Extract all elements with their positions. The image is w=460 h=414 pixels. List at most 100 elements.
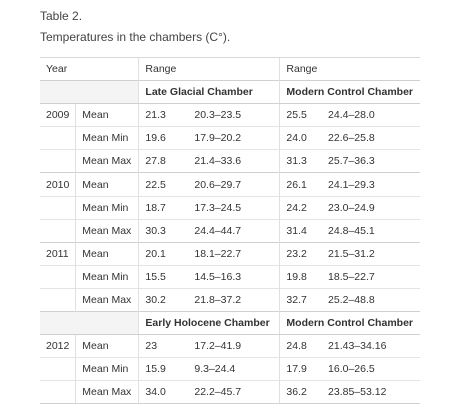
year-cell — [40, 380, 76, 405]
year-cell: 2009 — [40, 103, 76, 127]
stat-cell: Mean Min — [75, 357, 139, 381]
b-range-cell: 24.8–45.1 — [322, 218, 420, 243]
b-range-cell: 24.1–29.3 — [322, 172, 420, 197]
b-range-cell: 24.4–28.0 — [322, 103, 420, 127]
b-mean-cell: 26.1 — [279, 172, 323, 197]
table-row: 2012 Mean 23 17.2–41.9 24.8 21.43–34.16 — [40, 334, 420, 358]
header-row: Year Range Range — [40, 56, 420, 81]
b-range-cell: 23.0–24.9 — [322, 195, 420, 220]
b-mean-cell: 24.0 — [279, 126, 323, 150]
b-range-cell: 16.0–26.5 — [322, 357, 420, 381]
a-range-cell: 18.1–22.7 — [188, 241, 280, 266]
table-row: Mean Max 34.0 22.2–45.7 36.2 23.85–53.12 — [40, 380, 420, 405]
year-cell — [40, 357, 76, 381]
table-row: 2009 Mean 21.3 20.3–23.5 25.5 24.4–28.0 — [40, 103, 420, 127]
a-mean-cell: 30.3 — [138, 218, 189, 243]
a-range-cell: 17.9–20.2 — [188, 126, 280, 150]
year-cell: 2010 — [40, 172, 76, 197]
header-year: Year — [40, 56, 139, 81]
a-mean-cell: 19.6 — [138, 126, 189, 150]
a-mean-cell: 27.8 — [138, 149, 189, 173]
table-label: Table 2. — [40, 9, 83, 23]
temperature-table: Year Range Range Late Glacial Chamber Mo… — [40, 56, 420, 405]
table-row: Mean Max 30.2 21.8–37.2 32.7 25.2–48.8 — [40, 287, 420, 312]
b-mean-cell: 23.2 — [279, 241, 323, 266]
chamber-spacer — [40, 311, 139, 336]
year-cell — [40, 287, 76, 312]
stat-cell: Mean — [75, 103, 139, 127]
table-row: Mean Min 19.6 17.9–20.2 24.0 22.6–25.8 — [40, 126, 420, 150]
year-cell — [40, 195, 76, 220]
header-range-1: Range — [138, 56, 280, 81]
a-range-cell: 21.4–33.6 — [188, 149, 280, 173]
stat-cell: Mean — [75, 334, 139, 358]
a-mean-cell: 15.5 — [138, 264, 189, 289]
stat-cell: Mean Min — [75, 126, 139, 150]
a-mean-cell: 34.0 — [138, 380, 189, 405]
a-mean-cell: 21.3 — [138, 103, 189, 127]
b-mean-cell: 24.2 — [279, 195, 323, 220]
a-mean-cell: 22.5 — [138, 172, 189, 197]
table-row: 2011 Mean 20.1 18.1–22.7 23.2 21.5–31.2 — [40, 241, 420, 266]
stat-cell: Mean Max — [75, 287, 139, 312]
a-range-cell: 24.4–44.7 — [188, 218, 280, 243]
b-mean-cell: 31.4 — [279, 218, 323, 243]
a-range-cell: 22.2–45.7 — [188, 380, 280, 405]
year-cell — [40, 149, 76, 173]
b-range-cell: 18.5–22.7 — [322, 264, 420, 289]
a-range-cell: 17.2–41.9 — [188, 334, 280, 358]
a-mean-cell: 15.9 — [138, 357, 189, 381]
a-range-cell: 17.3–24.5 — [188, 195, 280, 220]
table-title: Temperatures in the chambers (C°). — [40, 30, 231, 44]
b-mean-cell: 32.7 — [279, 287, 323, 312]
chamber-early-holocene: Early Holocene Chamber — [138, 311, 280, 336]
chamber-modern-control-1: Modern Control Chamber — [279, 80, 420, 105]
chamber-spacer — [40, 80, 139, 105]
year-cell — [40, 218, 76, 243]
a-range-cell: 20.6–29.7 — [188, 172, 280, 197]
a-range-cell: 14.5–16.3 — [188, 264, 280, 289]
b-mean-cell: 25.5 — [279, 103, 323, 127]
a-mean-cell: 23 — [138, 334, 189, 358]
b-mean-cell: 19.8 — [279, 264, 323, 289]
b-range-cell: 25.7–36.3 — [322, 149, 420, 173]
table-row: Mean Min 15.5 14.5–16.3 19.8 18.5–22.7 — [40, 264, 420, 289]
b-mean-cell: 17.9 — [279, 357, 323, 381]
b-range-cell: 21.43–34.16 — [322, 334, 420, 358]
a-range-cell: 20.3–23.5 — [188, 103, 280, 127]
chamber-row-1: Late Glacial Chamber Modern Control Cham… — [40, 80, 420, 105]
table-row: Mean Max 27.8 21.4–33.6 31.3 25.7–36.3 — [40, 149, 420, 173]
stat-cell: Mean Min — [75, 195, 139, 220]
stat-cell: Mean — [75, 172, 139, 197]
table-row: Mean Min 15.9 9.3–24.4 17.9 16.0–26.5 — [40, 357, 420, 381]
stat-cell: Mean Max — [75, 149, 139, 173]
b-mean-cell: 31.3 — [279, 149, 323, 173]
year-cell: 2011 — [40, 241, 76, 266]
table-row: Mean Max 30.3 24.4–44.7 31.4 24.8–45.1 — [40, 218, 420, 243]
stat-cell: Mean Min — [75, 264, 139, 289]
year-cell: 2012 — [40, 334, 76, 358]
stat-cell: Mean — [75, 241, 139, 266]
chamber-row-2: Early Holocene Chamber Modern Control Ch… — [40, 311, 420, 336]
b-mean-cell: 24.8 — [279, 334, 323, 358]
chamber-modern-control-2: Modern Control Chamber — [279, 311, 420, 336]
b-range-cell: 21.5–31.2 — [322, 241, 420, 266]
stat-cell: Mean Max — [75, 380, 139, 405]
b-range-cell: 23.85–53.12 — [322, 380, 420, 405]
a-range-cell: 21.8–37.2 — [188, 287, 280, 312]
table-row: 2010 Mean 22.5 20.6–29.7 26.1 24.1–29.3 — [40, 172, 420, 197]
b-range-cell: 25.2–48.8 — [322, 287, 420, 312]
a-mean-cell: 30.2 — [138, 287, 189, 312]
a-mean-cell: 20.1 — [138, 241, 189, 266]
year-cell — [40, 264, 76, 289]
stat-cell: Mean Max — [75, 218, 139, 243]
year-cell — [40, 126, 76, 150]
table-row: Mean Min 18.7 17.3–24.5 24.2 23.0–24.9 — [40, 195, 420, 220]
a-mean-cell: 18.7 — [138, 195, 189, 220]
chamber-late-glacial: Late Glacial Chamber — [138, 80, 280, 105]
b-range-cell: 22.6–25.8 — [322, 126, 420, 150]
b-mean-cell: 36.2 — [279, 380, 323, 405]
header-range-2: Range — [279, 56, 420, 81]
a-range-cell: 9.3–24.4 — [188, 357, 280, 381]
